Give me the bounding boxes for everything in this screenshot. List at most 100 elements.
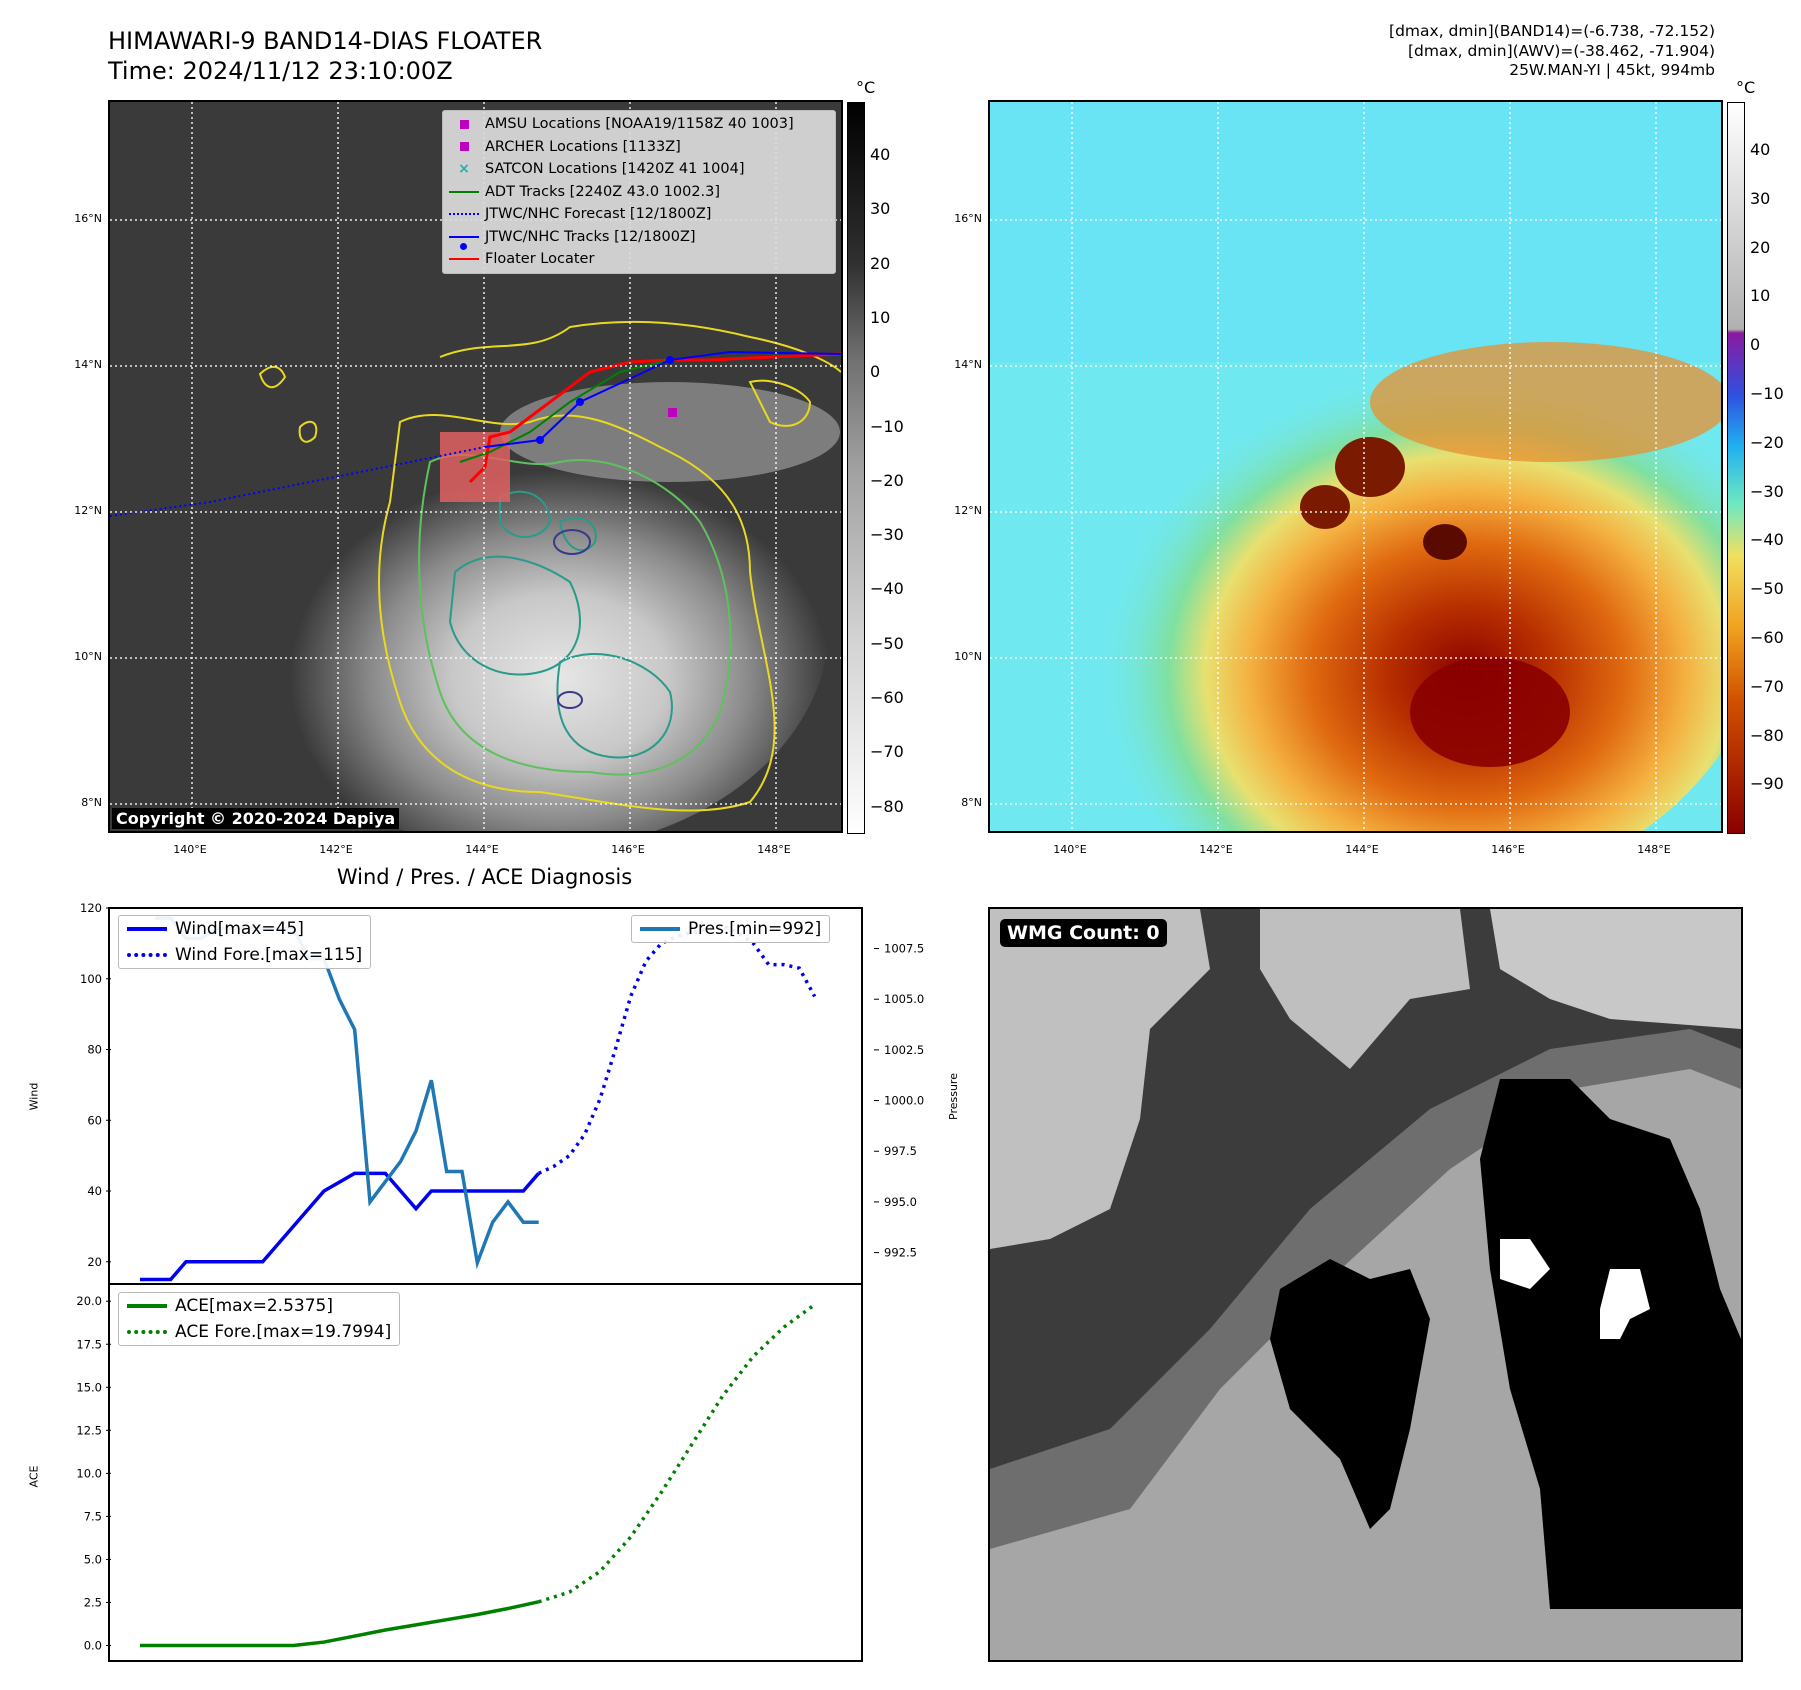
title-satellite: HIMAWARI-9 BAND14-DIAS FLOATER (108, 27, 543, 55)
ace-tick-label: 7.5 (84, 1509, 102, 1523)
color-colorbar-unit: °C (1736, 78, 1756, 97)
colorbar-tick: 10 (870, 307, 891, 327)
pressure-tick-label: 1000.0 (884, 1094, 924, 1108)
pressure-tick-label: 1007.5 (884, 942, 924, 956)
lat-tick: 8°N (81, 796, 102, 809)
colorbar-tick: −60 (870, 688, 904, 707)
grayscale-colorbar-unit: °C (856, 78, 876, 97)
lon-tick: 148°E (757, 843, 791, 856)
map-legend: AMSU Locations [NOAA19/1158Z 40 1003] AR… (442, 110, 836, 274)
ace-series-line (538, 1303, 816, 1604)
ace-tick-label: 2.5 (84, 1595, 102, 1609)
legend-label: ARCHER Locations [1133Z] (485, 138, 681, 155)
lon-tick: 140°E (1053, 843, 1087, 856)
colorbar-tick: 0 (1750, 335, 1761, 355)
lon-tick: 148°E (1637, 843, 1671, 856)
colorbar-tick: 0 (870, 362, 881, 382)
legend-amsu: AMSU Locations [NOAA19/1158Z 40 1003] (443, 113, 835, 136)
colorbar-tick: −40 (870, 579, 904, 599)
magenta-square-icon (443, 119, 485, 129)
wind-tick-label: 40 (87, 1184, 102, 1198)
legend-label: JTWC/NHC Tracks [12/1800Z] (485, 228, 696, 245)
wmg-count-label: WMG Count: 0 (1000, 919, 1167, 947)
ir-color-image (990, 102, 1721, 831)
colorbar-tick: 20 (1750, 237, 1771, 257)
legend-label: ACE[max=2.5375] (175, 1296, 333, 1316)
info-storm-summary: 25W.MAN-YI | 45kt, 994mb (1509, 61, 1715, 79)
legend-label: Wind[max=45] (175, 919, 304, 939)
ace-tick-label: 15.0 (76, 1380, 102, 1394)
copyright-label: Copyright © 2020-2024 Dapiya (112, 808, 400, 829)
wind-series-line (140, 1171, 540, 1282)
wind-tick-label: 60 (87, 1113, 102, 1127)
lon-tick: 142°E (319, 843, 353, 856)
info-band14-range: [dmax, dmin](BAND14)=(-6.738, -72.152) (1389, 22, 1715, 40)
figure-info: [dmax, dmin](BAND14)=(-6.738, -72.152) [… (1389, 22, 1715, 81)
magenta-square-icon (443, 142, 485, 152)
ace-tick-label: 5.0 (84, 1552, 102, 1566)
lon-tick: 142°E (1199, 843, 1233, 856)
colorbar-tick: −50 (870, 633, 904, 653)
wind-tick-label: 20 (87, 1255, 102, 1269)
legend-pres: Pres.[min=992] (632, 916, 829, 942)
wmg-panel: WMG Count: 0 (988, 907, 1743, 1662)
ace-tick-label: 20.0 (76, 1294, 102, 1308)
lat-tick: 14°N (74, 358, 102, 371)
ace-tick-label: 17.5 (76, 1337, 102, 1351)
colorbar-tick: −20 (870, 470, 904, 490)
title-time: Time: 2024/11/12 23:10:00Z (108, 57, 453, 85)
ir-grayscale-map: AMSU Locations [NOAA19/1158Z 40 1003] AR… (108, 100, 843, 833)
legend-adt: ADT Tracks [2240Z 43.0 1002.3] (443, 181, 835, 204)
colorbar-tick: 10 (1750, 286, 1771, 306)
legend-label: Pres.[min=992] (688, 919, 822, 939)
blue-dotted-line-icon (443, 213, 485, 216)
ace-legend: ACE[max=2.5375] ACE Fore.[max=19.7994] (118, 1292, 401, 1346)
diagnosis-title: Wind / Pres. / ACE Diagnosis (336, 865, 633, 889)
colorbar-tick: −70 (870, 742, 904, 762)
pressure-axis-label: Pressure (946, 1073, 960, 1120)
wind-legend: Wind[max=45] Wind Fore.[max=115] (118, 915, 372, 969)
green-line-icon (119, 1304, 175, 1308)
colorbar-tick: −70 (1750, 676, 1784, 696)
legend-label: SATCON Locations [1420Z 41 1004] (485, 161, 745, 178)
ace-tick-label: 10.0 (76, 1466, 102, 1480)
colorbar-tick: 20 (870, 253, 891, 273)
pressure-tick-label: 992.5 (884, 1246, 917, 1260)
colorbar-tick: 40 (1750, 140, 1771, 159)
red-line-icon (443, 258, 485, 261)
legend-label: JTWC/NHC Forecast [12/1800Z] (485, 206, 712, 223)
colorbar-tick: −80 (870, 796, 904, 816)
legend-label: AMSU Locations [NOAA19/1158Z 40 1003] (485, 116, 794, 133)
colorbar-tick: 30 (870, 199, 891, 219)
lat-tick: 14°N (954, 358, 982, 371)
legend-ace-fore: ACE Fore.[max=19.7994] (119, 1319, 399, 1345)
colorbar-tick: −80 (1750, 725, 1784, 745)
colorbar-tick: −40 (1750, 530, 1784, 550)
legend-archer: ARCHER Locations [1133Z] (443, 136, 835, 159)
colorbar-tick: −60 (1750, 628, 1784, 647)
lon-tick: 146°E (611, 843, 645, 856)
legend-wind: Wind[max=45] (119, 916, 370, 942)
lat-tick: 16°N (954, 212, 982, 225)
wind-axis-label: Wind (27, 1082, 41, 1111)
blue-line-dot-icon (443, 235, 485, 250)
ir-color-map (988, 100, 1723, 833)
green-dotted-line-icon (119, 1330, 175, 1334)
legend-label: Wind Fore.[max=115] (175, 945, 363, 965)
ace-tick-label: 12.5 (76, 1423, 102, 1437)
lon-tick: 140°E (173, 843, 207, 856)
colorbar-tick: −20 (1750, 432, 1784, 452)
green-line-icon (443, 190, 485, 193)
ace-tick-label: 0.0 (84, 1639, 102, 1653)
lat-tick: 10°N (954, 650, 982, 663)
lon-tick: 144°E (465, 843, 499, 856)
colorbar-tick: −30 (1750, 481, 1784, 501)
ace-axis-label: ACE (27, 1465, 41, 1488)
pressure-tick-label: 1005.0 (884, 992, 924, 1006)
legend-jtwc-tracks: JTWC/NHC Tracks [12/1800Z] (443, 226, 835, 250)
lon-tick: 144°E (1345, 843, 1379, 856)
legend-label: ADT Tracks [2240Z 43.0 1002.3] (485, 183, 721, 200)
lat-tick: 16°N (74, 212, 102, 225)
legend-wind-fore: Wind Fore.[max=115] (119, 942, 370, 968)
figure-title: HIMAWARI-9 BAND14-DIAS FLOATER Time: 202… (108, 26, 542, 86)
